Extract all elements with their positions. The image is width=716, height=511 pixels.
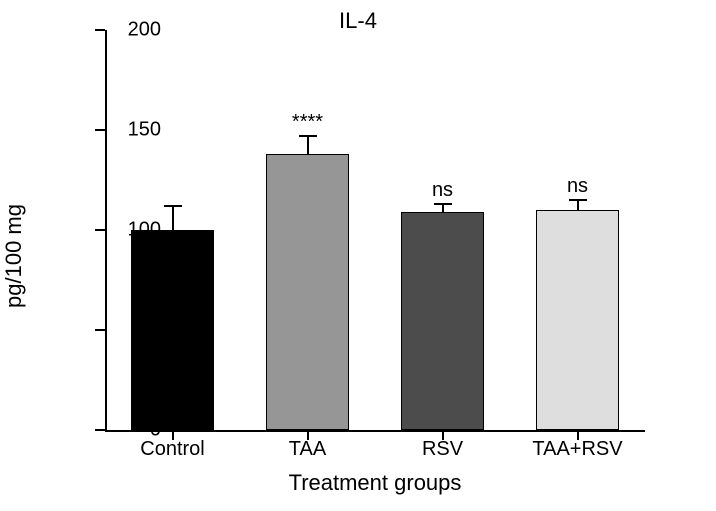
bar xyxy=(266,154,350,430)
y-tick xyxy=(95,229,105,231)
bar-chart: IL-4 pg/100 mg ControlTAA****RSVnsTAA+RS… xyxy=(0,0,716,511)
error-cap xyxy=(164,205,182,207)
error-cap xyxy=(299,135,317,137)
y-axis-label: pg/100 mg xyxy=(1,204,27,308)
y-tick xyxy=(95,29,105,31)
error-bar xyxy=(307,136,309,154)
error-cap xyxy=(569,199,587,201)
bar xyxy=(536,210,620,430)
y-tick xyxy=(95,129,105,131)
x-tick-label: TAA xyxy=(289,438,326,461)
x-tick-label: TAA+RSV xyxy=(532,438,622,461)
bar xyxy=(401,212,485,430)
y-axis xyxy=(105,30,107,430)
error-bar xyxy=(577,200,579,210)
y-tick-label: 50 xyxy=(139,319,161,342)
y-tick-label: 100 xyxy=(128,219,161,242)
x-axis-label: Treatment groups xyxy=(105,470,645,496)
y-tick-label: 200 xyxy=(128,19,161,42)
error-cap xyxy=(434,203,452,205)
y-tick-label: 0 xyxy=(150,419,161,442)
error-bar xyxy=(442,204,444,212)
y-tick-label: 150 xyxy=(128,119,161,142)
y-tick xyxy=(95,429,105,431)
significance-label: ns xyxy=(567,175,588,198)
y-tick xyxy=(95,329,105,331)
x-tick-label: RSV xyxy=(422,438,463,461)
significance-label: ns xyxy=(432,179,453,202)
plot-area: ControlTAA****RSVnsTAA+RSVnsTreatment gr… xyxy=(105,30,645,432)
significance-label: **** xyxy=(292,111,323,134)
error-bar xyxy=(172,206,174,230)
